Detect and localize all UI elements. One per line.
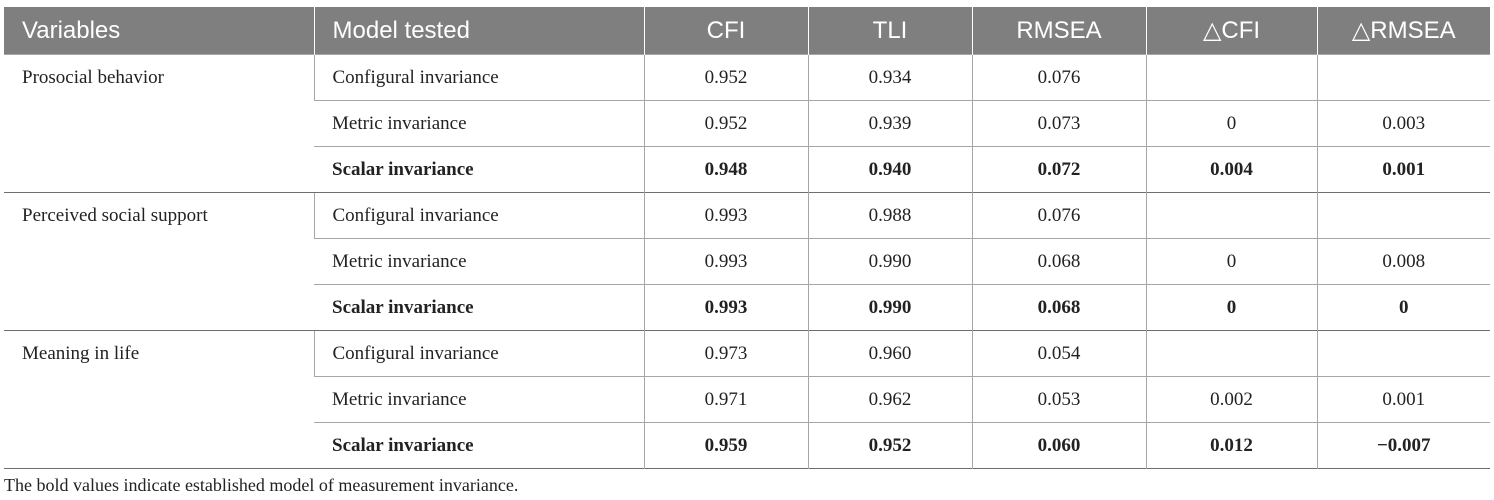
delta-cfi-cell: [1145, 192, 1317, 239]
cfi-cell: 0.993: [643, 192, 808, 239]
table-row: Meaning in life Configural invariance 0.…: [4, 330, 1490, 469]
variable-cell: Meaning in life: [4, 330, 314, 469]
cfi-cell: 0.993: [643, 238, 808, 285]
model-cell: Configural invariance: [313, 330, 644, 377]
delta-cfi-cell: 0: [1145, 238, 1317, 285]
tli-cell: 0.934: [807, 54, 972, 101]
delta-cfi-cell: [1145, 330, 1317, 377]
variable-cell: Perceived social support: [4, 192, 314, 331]
delta-cfi-cell: 0: [1145, 284, 1317, 331]
model-cell: Metric invariance: [314, 376, 644, 423]
model-cell: Scalar invariance: [314, 422, 644, 469]
model-cell: Scalar invariance: [314, 146, 644, 193]
delta-rmsea-cell: [1316, 54, 1490, 101]
delta-rmsea-cell: −0.007: [1316, 422, 1490, 469]
table-row: Prosocial behavior Configural invariance…: [4, 54, 1490, 193]
tli-cell: 0.988: [807, 192, 972, 239]
measurement-invariance-table: Variables Model tested CFI TLI RMSEA △CF…: [4, 7, 1490, 469]
tli-cell: 0.952: [807, 422, 972, 469]
table-row: Scalar invariance 0.993 0.990 0.068 0 0: [4, 284, 1490, 331]
rmsea-cell: 0.053: [971, 376, 1146, 423]
header-tli: TLI: [807, 7, 972, 55]
tli-cell: 0.962: [807, 376, 972, 423]
table-row: Perceived social support Configural inva…: [4, 192, 1490, 331]
delta-rmsea-cell: 0.008: [1316, 238, 1490, 285]
tli-cell: 0.940: [807, 146, 972, 193]
table-row: Metric invariance 0.993 0.990 0.068 0 0.…: [4, 238, 1490, 285]
table-row: Scalar invariance 0.959 0.952 0.060 0.01…: [4, 422, 1490, 469]
delta-cfi-cell: 0.004: [1145, 146, 1317, 193]
model-cell: Configural invariance: [313, 192, 644, 239]
rmsea-cell: 0.068: [971, 238, 1146, 285]
tli-cell: 0.960: [807, 330, 972, 377]
header-cfi: CFI: [643, 7, 808, 55]
delta-cfi-cell: 0: [1145, 100, 1317, 147]
rmsea-cell: 0.054: [971, 330, 1146, 377]
model-cell: Scalar invariance: [314, 284, 644, 331]
tli-cell: 0.990: [807, 284, 972, 331]
model-cell: Configural invariance: [313, 54, 644, 101]
cfi-cell: 0.952: [643, 100, 808, 147]
rmsea-cell: 0.076: [971, 54, 1146, 101]
cfi-cell: 0.993: [643, 284, 808, 331]
rmsea-cell: 0.060: [971, 422, 1146, 469]
delta-cfi-cell: 0.012: [1145, 422, 1317, 469]
invariance-table-container: Variables Model tested CFI TLI RMSEA △CF…: [4, 7, 1490, 469]
cfi-cell: 0.971: [643, 376, 808, 423]
header-variables: Variables: [4, 7, 314, 55]
table-row: Metric invariance 0.952 0.939 0.073 0 0.…: [4, 100, 1490, 147]
table-row: Metric invariance 0.971 0.962 0.053 0.00…: [4, 376, 1490, 423]
rmsea-cell: 0.068: [971, 284, 1146, 331]
delta-rmsea-cell: [1316, 192, 1490, 239]
delta-rmsea-cell: 0.003: [1316, 100, 1490, 147]
rmsea-cell: 0.072: [971, 146, 1146, 193]
cfi-cell: 0.952: [643, 54, 808, 101]
header-delta-cfi: △CFI: [1145, 7, 1317, 55]
delta-cfi-cell: [1145, 54, 1317, 101]
delta-rmsea-cell: 0.001: [1316, 376, 1490, 423]
cfi-cell: 0.948: [643, 146, 808, 193]
tli-cell: 0.990: [807, 238, 972, 285]
rmsea-cell: 0.076: [971, 192, 1146, 239]
tli-cell: 0.939: [807, 100, 972, 147]
delta-rmsea-cell: [1316, 330, 1490, 377]
delta-rmsea-cell: 0.001: [1316, 146, 1490, 193]
table-row: Scalar invariance 0.948 0.940 0.072 0.00…: [4, 146, 1490, 193]
delta-cfi-cell: 0.002: [1145, 376, 1317, 423]
cfi-cell: 0.973: [643, 330, 808, 377]
rmsea-cell: 0.073: [971, 100, 1146, 147]
model-cell: Metric invariance: [314, 100, 644, 147]
delta-rmsea-cell: 0: [1316, 284, 1490, 331]
header-row: Variables Model tested CFI TLI RMSEA △CF…: [4, 7, 1490, 55]
header-rmsea: RMSEA: [971, 7, 1146, 55]
model-cell: Metric invariance: [314, 238, 644, 285]
header-model-tested: Model tested: [313, 7, 644, 55]
variable-cell: Prosocial behavior: [4, 54, 314, 193]
table-footnote: The bold values indicate established mod…: [4, 475, 519, 495]
cfi-cell: 0.959: [643, 422, 808, 469]
header-delta-rmsea: △RMSEA: [1316, 7, 1490, 55]
